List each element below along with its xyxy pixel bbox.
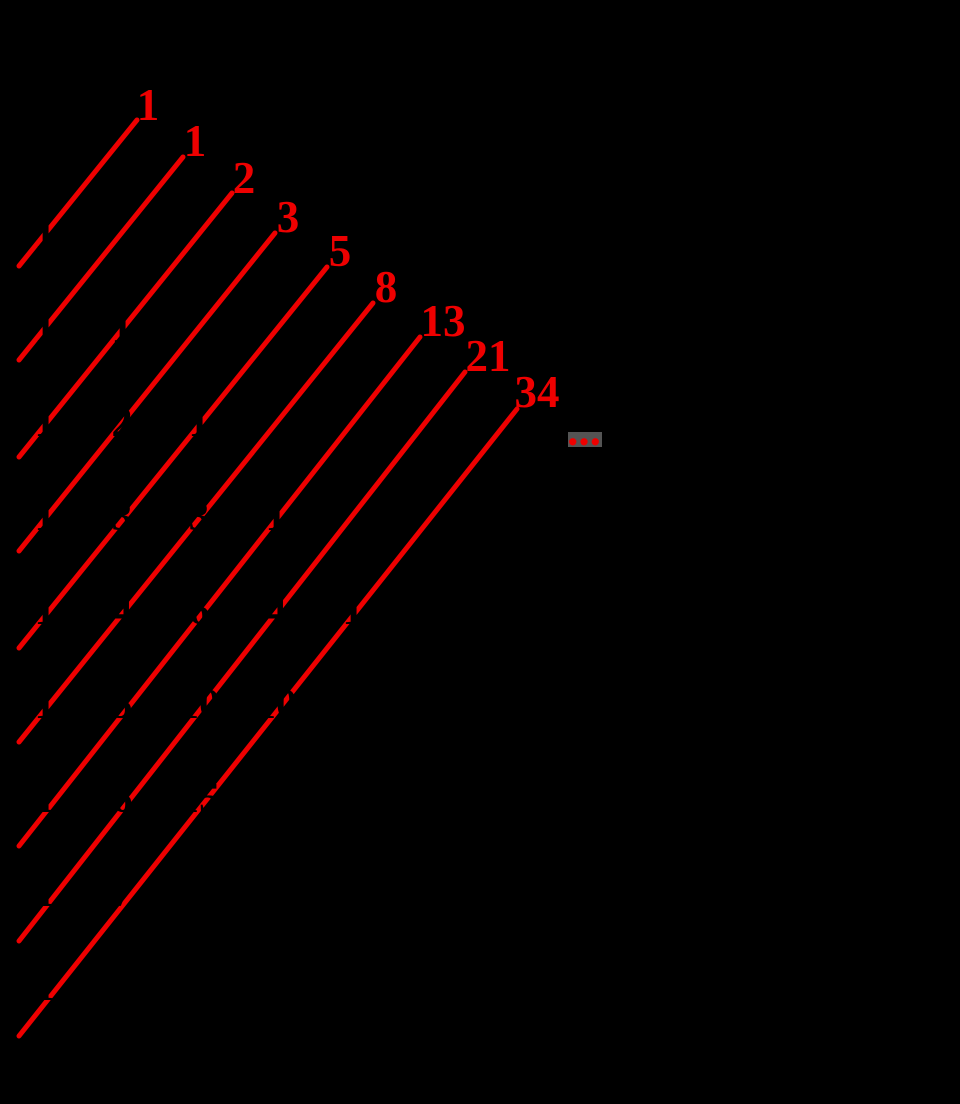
diagonal-line-7 xyxy=(16,369,468,944)
fibonacci-label-0: 1 xyxy=(137,80,160,130)
pascal-number-r5-c0: 1 xyxy=(35,682,56,728)
pascal-number-r3-c0: 1 xyxy=(35,494,56,540)
pascal-number-r1-c0: 1 xyxy=(35,306,56,352)
diagonal-line-5 xyxy=(16,300,376,745)
fibonacci-label-3: 3 xyxy=(277,192,300,242)
diagonal-line-0 xyxy=(16,117,140,269)
pascal-number-r4-c2: 6 xyxy=(189,588,210,634)
pascal-number-r1-c1: 1 xyxy=(112,306,133,352)
diagonal-line-4 xyxy=(16,264,330,651)
pascal-number-r2-c2: 1 xyxy=(189,400,210,446)
pascal-number-r8-c1: 8 xyxy=(112,964,133,1010)
diagonal-line-6 xyxy=(16,334,423,849)
pascal-number-r4-c0: 1 xyxy=(35,588,56,634)
pascal-number-r7-c5: 21 xyxy=(409,870,451,916)
pascal-number-r3-c1: 3 xyxy=(112,494,133,540)
pascal-number-r7-c3: 35 xyxy=(255,870,297,916)
pascal-number-r4-c4: 1 xyxy=(343,588,364,634)
ellipsis-dots: ... xyxy=(567,405,601,455)
pascal-number-r7-c0: 1 xyxy=(35,870,56,916)
fibonacci-label-1: 1 xyxy=(184,116,207,166)
diagonal-line-8 xyxy=(16,406,520,1039)
pascal-number-r3-c2: 3 xyxy=(189,494,210,540)
diagonal-line-1 xyxy=(16,154,186,363)
pascal-number-r5-c1: 5 xyxy=(112,682,133,728)
pascal-number-r8-c6: 28 xyxy=(486,964,528,1010)
pascal-number-r6-c2: 15 xyxy=(178,776,220,822)
pascal-number-r6-c4: 15 xyxy=(332,776,374,822)
pascal-number-r6-c0: 1 xyxy=(35,776,56,822)
fibonacci-label-2: 2 xyxy=(233,153,256,203)
pascal-number-r8-c0: 1 xyxy=(35,964,56,1010)
pascal-number-r4-c3: 4 xyxy=(266,588,287,634)
ellipsis-band xyxy=(568,432,602,447)
pascal-number-r7-c7: 1 xyxy=(574,870,595,916)
pascal-number-r8-c4: 70 xyxy=(332,964,374,1010)
pascal-number-r5-c4: 5 xyxy=(343,682,364,728)
pascal-number-r8-c8: 1 xyxy=(651,964,672,1010)
pascal-number-r6-c6: 1 xyxy=(497,776,518,822)
pascal-number-r5-c2: 10 xyxy=(178,682,220,728)
pascal-number-r8-c5: 56 xyxy=(409,964,451,1010)
pascal-number-r6-c5: 6 xyxy=(420,776,441,822)
diagonal-line-3 xyxy=(16,230,278,554)
pascal-number-r4-c1: 4 xyxy=(112,588,133,634)
pascal-number-r7-c2: 21 xyxy=(178,870,220,916)
fibonacci-label-7: 21 xyxy=(466,331,511,381)
pascal-number-r8-c2: 28 xyxy=(178,964,220,1010)
pascal-number-r3-c3: 1 xyxy=(266,494,287,540)
fibonacci-label-4: 5 xyxy=(329,226,352,276)
fibonacci-label-5: 8 xyxy=(375,262,398,312)
pascal-number-r7-c6: 7 xyxy=(497,870,518,916)
fibonacci-label-8: 34 xyxy=(515,367,560,417)
diagonal-line-2 xyxy=(16,190,235,460)
pascal-number-r6-c3: 20 xyxy=(255,776,297,822)
fibonacci-label-6: 13 xyxy=(421,296,466,346)
pascal-number-r2-c0: 1 xyxy=(35,400,56,446)
pascal-number-r5-c5: 1 xyxy=(420,682,441,728)
pascal-number-r6-c1: 6 xyxy=(112,776,133,822)
pascal-number-r7-c1: 7 xyxy=(112,870,133,916)
pascal-number-r5-c3: 10 xyxy=(255,682,297,728)
pascal-number-r8-c3: 56 xyxy=(255,964,297,1010)
pascal-number-r2-c1: 2 xyxy=(112,400,133,446)
pascal-number-r8-c7: 8 xyxy=(574,964,595,1010)
pascal-number-r7-c4: 35 xyxy=(332,870,374,916)
pascal-number-r0-c0: 1 xyxy=(35,212,56,258)
